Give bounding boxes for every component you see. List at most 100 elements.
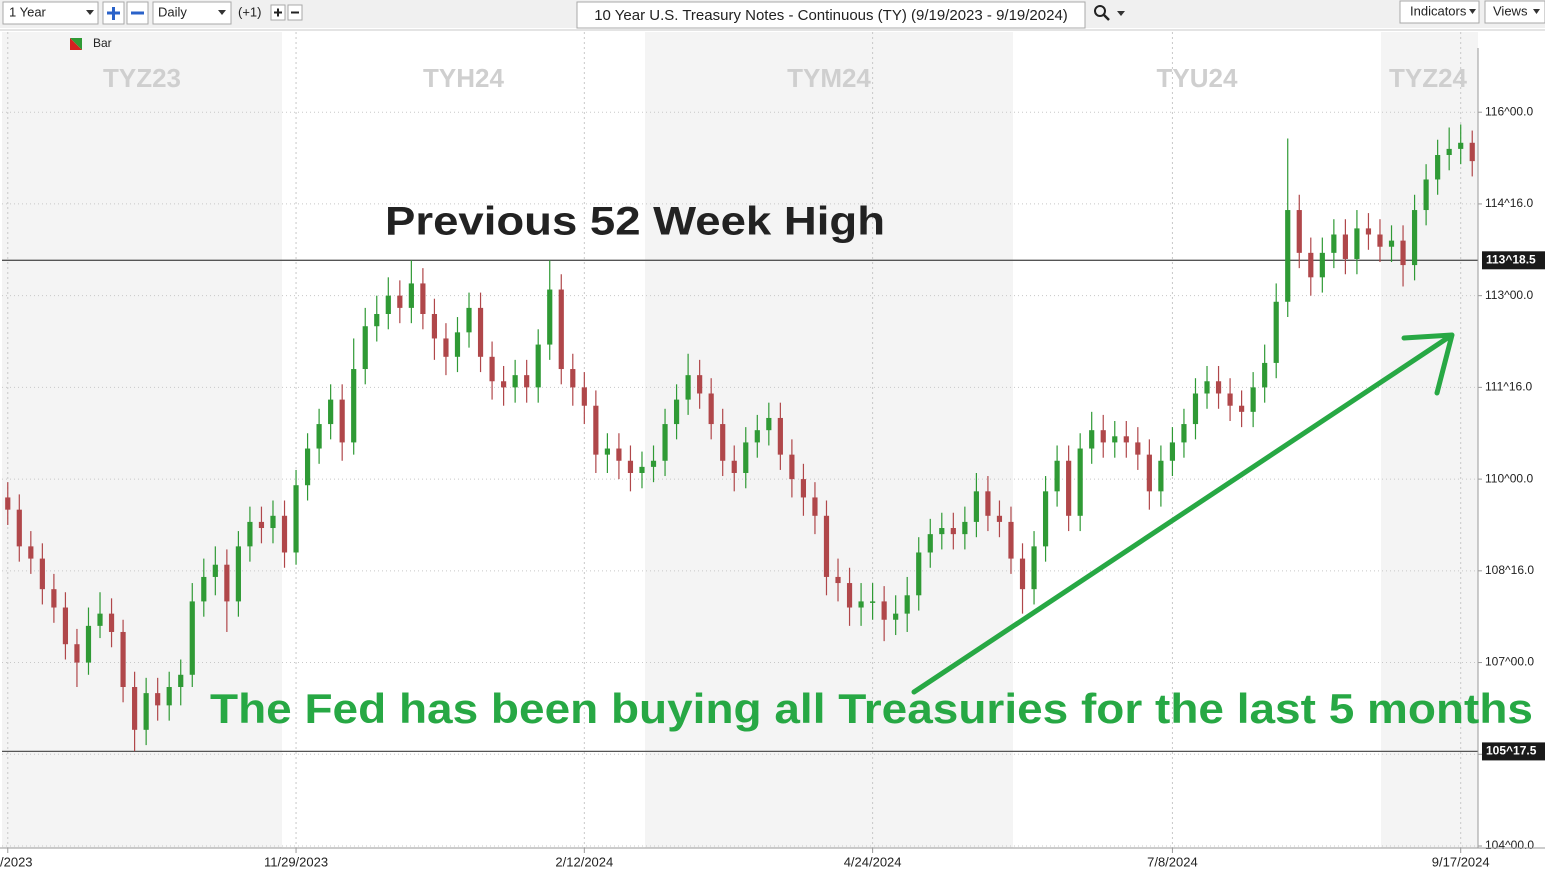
grid: 116^00.0 114^16.0 113^00.0 111^16.0 110^00.0…	[0, 32, 1534, 869]
candle-body	[258, 521, 265, 529]
candle-body	[697, 375, 703, 394]
candle-body	[1112, 436, 1118, 443]
candle-body	[673, 399, 680, 425]
candle-body	[593, 405, 599, 455]
dropdown-icon	[1117, 11, 1125, 16]
candle-body	[650, 460, 657, 467]
candle-body	[97, 613, 103, 626]
candle-body	[85, 625, 92, 663]
candle-body	[293, 485, 299, 553]
candle-body	[155, 693, 161, 706]
candle-body	[939, 528, 945, 535]
candle-body	[1250, 387, 1256, 412]
candle-body	[304, 448, 311, 486]
plus-icon	[107, 7, 120, 20]
search-icon[interactable]	[1094, 5, 1106, 17]
candle-body	[1458, 142, 1464, 149]
candle-body	[1066, 460, 1072, 516]
offset-text: (+1)	[238, 4, 261, 19]
candle-body	[627, 460, 634, 473]
y-tick-label: 104^00.0	[1485, 838, 1534, 852]
candle-body	[1469, 142, 1475, 162]
candle-body	[800, 479, 807, 498]
candle-body	[1227, 393, 1233, 406]
candle-body	[1262, 362, 1268, 388]
candle-body	[143, 693, 149, 730]
candle-body	[316, 424, 322, 449]
candle-body	[1146, 454, 1152, 492]
candle-body	[1365, 228, 1372, 235]
candle-body	[962, 521, 968, 535]
dropdown-icon	[1533, 9, 1540, 14]
candle-body	[328, 399, 334, 425]
y-tick-label: 113^00.0	[1485, 288, 1533, 302]
contract-band	[1381, 32, 1478, 848]
candle-body	[1319, 252, 1325, 278]
range-select[interactable]	[2, 1, 99, 25]
candle-body	[178, 674, 184, 688]
candle-body	[1400, 240, 1406, 266]
candle-body	[547, 289, 553, 345]
trend-arrow	[911, 332, 1455, 695]
candle-body	[616, 448, 622, 461]
candle-body	[743, 442, 749, 473]
candle-body	[397, 295, 403, 308]
indicators-text: Indicators	[1410, 3, 1467, 18]
indicators-button[interactable]	[1399, 0, 1480, 24]
candle-body	[1446, 148, 1452, 156]
candle-body	[1077, 448, 1083, 516]
interval-select[interactable]	[152, 1, 232, 25]
candle-body	[1135, 442, 1141, 455]
candle-body	[1215, 381, 1222, 394]
interval-text: Daily	[158, 4, 187, 19]
candle-body	[881, 601, 887, 620]
candle-body	[1411, 210, 1418, 266]
candle-body	[685, 375, 691, 400]
candle-body	[339, 399, 345, 443]
y-tick-label: 107^00.0	[1485, 655, 1534, 669]
candle-body	[777, 417, 783, 455]
contract-label: TYM24	[787, 63, 871, 93]
candle-body	[1158, 460, 1164, 492]
candle-body	[454, 332, 461, 357]
candle-body	[870, 601, 876, 603]
candle-body	[581, 387, 587, 406]
candle-body	[1331, 234, 1337, 253]
candle-body	[1192, 393, 1199, 425]
chart-title: 10 Year U.S. Treasury Notes - Continuous…	[594, 7, 1068, 24]
candle-body	[927, 534, 933, 553]
candle-body	[720, 424, 726, 461]
candles	[5, 124, 1475, 752]
y-tick-label: 114^16.0	[1485, 196, 1533, 210]
symbol-box[interactable]	[576, 1, 1086, 29]
candle-body	[893, 613, 899, 620]
candle-body	[212, 564, 218, 577]
candle-body	[1019, 558, 1026, 590]
plus-icon	[274, 8, 282, 17]
range-text: 1 Year	[9, 4, 47, 19]
candle-body	[950, 528, 956, 535]
candle-body	[120, 631, 126, 688]
candle-body	[420, 283, 426, 314]
candle-body	[351, 369, 357, 443]
candle-body	[604, 448, 610, 455]
contract-label: TYU24	[1157, 63, 1238, 93]
candle-body	[1435, 155, 1441, 180]
candle-body	[1169, 442, 1176, 461]
views-button[interactable]	[1484, 0, 1545, 24]
contract-label: TYZ24	[1389, 63, 1468, 93]
candle-body	[1204, 381, 1210, 394]
y-tick-label: 108^16.0	[1485, 563, 1534, 577]
candle-body	[408, 283, 414, 308]
candle-body	[235, 546, 241, 602]
candle-body	[639, 466, 645, 473]
candle-body	[62, 607, 69, 645]
candle-body	[1285, 210, 1291, 302]
x-tick-label: 7/8/2024	[1147, 854, 1198, 869]
reference-label-box	[1482, 742, 1545, 761]
candle-body	[846, 583, 853, 608]
candle-body	[247, 521, 253, 547]
candle-body	[812, 497, 818, 516]
x-tick-label: 4/24/2024	[844, 854, 902, 869]
